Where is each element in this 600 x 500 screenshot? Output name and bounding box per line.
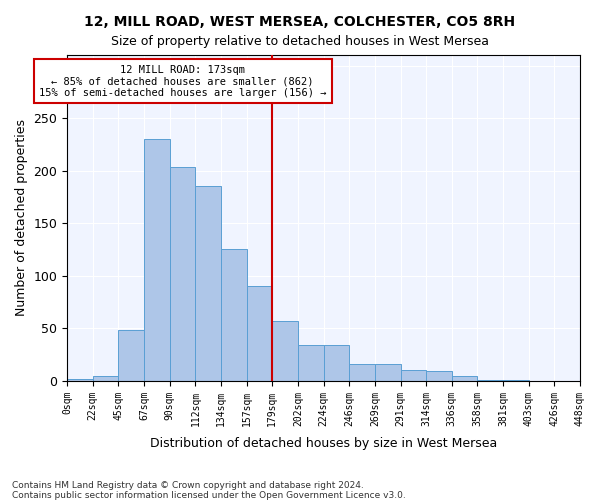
- Bar: [170, 168, 196, 381]
- Bar: [67, 379, 93, 381]
- Bar: [503, 380, 529, 381]
- Bar: [375, 364, 401, 381]
- Text: Size of property relative to detached houses in West Mersea: Size of property relative to detached ho…: [111, 35, 489, 48]
- Text: 12 MILL ROAD: 173sqm
← 85% of detached houses are smaller (862)
15% of semi-deta: 12 MILL ROAD: 173sqm ← 85% of detached h…: [39, 64, 326, 98]
- Bar: [401, 370, 426, 381]
- Y-axis label: Number of detached properties: Number of detached properties: [15, 120, 28, 316]
- Bar: [349, 364, 375, 381]
- X-axis label: Distribution of detached houses by size in West Mersea: Distribution of detached houses by size …: [150, 437, 497, 450]
- Bar: [196, 186, 221, 381]
- Bar: [221, 250, 247, 381]
- Text: Contains HM Land Registry data © Crown copyright and database right 2024.: Contains HM Land Registry data © Crown c…: [12, 481, 364, 490]
- Bar: [452, 376, 478, 381]
- Bar: [118, 330, 144, 381]
- Bar: [323, 345, 349, 381]
- Bar: [144, 139, 170, 381]
- Bar: [247, 286, 272, 381]
- Bar: [272, 321, 298, 381]
- Bar: [93, 376, 118, 381]
- Text: Contains public sector information licensed under the Open Government Licence v3: Contains public sector information licen…: [12, 491, 406, 500]
- Bar: [298, 345, 323, 381]
- Bar: [478, 380, 503, 381]
- Bar: [426, 372, 452, 381]
- Text: 12, MILL ROAD, WEST MERSEA, COLCHESTER, CO5 8RH: 12, MILL ROAD, WEST MERSEA, COLCHESTER, …: [85, 15, 515, 29]
